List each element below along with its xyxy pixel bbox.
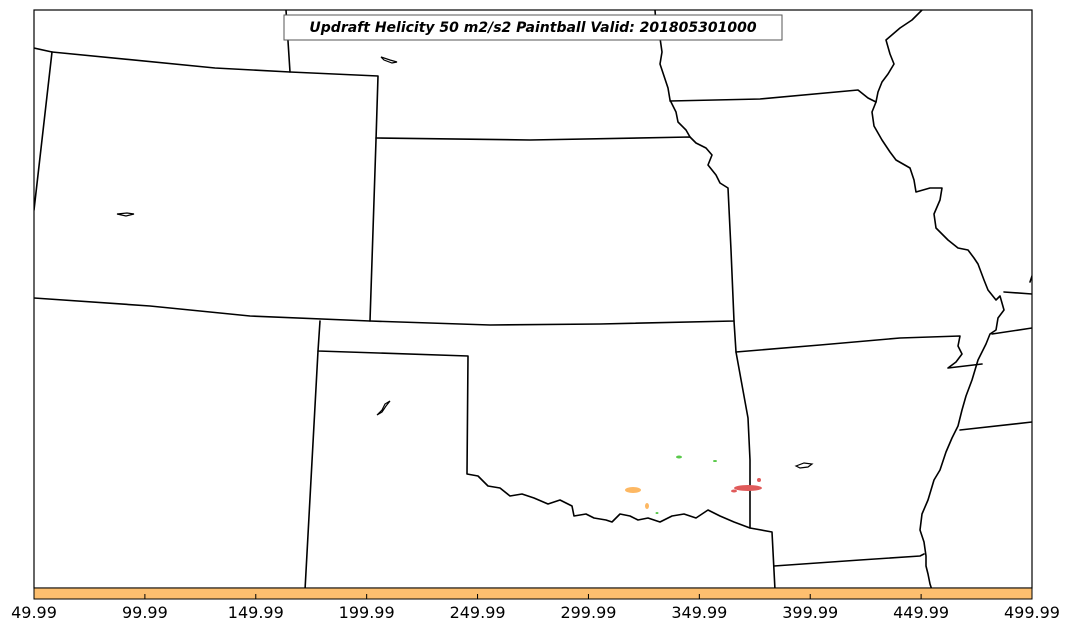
paintball-green-3	[655, 512, 659, 514]
colorbar: 49.99 99.99 149.99 199.99 249.99 299.99 349.99…	[11, 587, 1060, 622]
state-oklahoma-east	[733, 320, 751, 529]
colorbar-tick-label: 349.99	[671, 603, 727, 622]
colorbar-tick-label: 249.99	[450, 603, 506, 622]
state-texas-panhandle-west	[304, 350, 319, 588]
colorbar-tick-label: 449.99	[893, 603, 949, 622]
paintball-green-1	[676, 455, 682, 459]
colorbar-tick-label: 399.99	[782, 603, 838, 622]
state-east-line-4	[1029, 275, 1032, 283]
lakes	[116, 56, 814, 469]
state-colorado-west-edge	[34, 51, 53, 211]
colorbar-ticks: 49.99 99.99 149.99 199.99 249.99 299.99 349.99…	[11, 594, 1060, 622]
colorbar-tick-label: 149.99	[228, 603, 284, 622]
paintball-green-2	[713, 460, 717, 462]
paintball-orange-1	[625, 487, 641, 493]
colorbar-bar	[33, 587, 1033, 600]
paintball-red-2	[757, 478, 761, 482]
lake-colorado	[116, 212, 135, 217]
state-colorado	[34, 51, 379, 322]
colorbar-tick-label: 99.99	[122, 603, 168, 622]
colorbar-tick-label: 199.99	[339, 603, 395, 622]
lake-new-mexico	[376, 400, 391, 416]
title-text: Updraft Helicity 50 m2/s2 Paintball Vali…	[309, 20, 756, 36]
map-title: Updraft Helicity 50 m2/s2 Paintball Vali…	[283, 14, 783, 41]
state-east-line-1	[991, 327, 1032, 335]
paintball-red-3	[731, 489, 737, 493]
state-east-line-3	[1003, 291, 1032, 295]
lake-arkansas	[794, 462, 814, 469]
state-missouri-iowa	[669, 89, 877, 103]
paintball-orange-2	[645, 503, 649, 509]
state-kansas	[369, 136, 735, 326]
state-arkansas-louisiana	[773, 553, 925, 567]
state-missouri-arkansas	[735, 335, 983, 369]
state-mississippi-river	[871, 10, 1005, 588]
paintball-red-1	[734, 485, 762, 491]
map-frame	[33, 9, 1033, 589]
state-oklahoma	[317, 320, 776, 588]
state-east-line-2	[959, 421, 1032, 431]
colorbar-tick-label: 299.99	[560, 603, 616, 622]
state-line-north	[34, 47, 53, 53]
paintball-swaths	[625, 455, 762, 514]
lake-nebraska	[380, 56, 398, 64]
colorbar-tick-label: 499.99	[1004, 603, 1060, 622]
state-boundaries	[34, 10, 1032, 588]
title-box	[283, 14, 783, 41]
colorbar-tick-label: 49.99	[11, 603, 57, 622]
